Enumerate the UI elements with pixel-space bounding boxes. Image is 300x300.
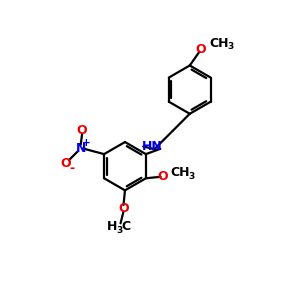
Text: C: C (121, 220, 130, 233)
Text: O: O (61, 157, 71, 169)
Text: 3: 3 (188, 172, 195, 181)
Text: +: + (82, 138, 91, 148)
Text: 3: 3 (228, 42, 234, 51)
Text: O: O (196, 43, 206, 56)
Text: HN: HN (142, 140, 162, 153)
Text: O: O (77, 124, 88, 137)
Text: -: - (69, 162, 74, 175)
Text: H: H (107, 220, 118, 233)
Text: 3: 3 (117, 226, 123, 235)
Text: O: O (118, 202, 129, 214)
Text: CH: CH (209, 37, 229, 50)
Text: O: O (158, 170, 168, 183)
Text: N: N (76, 142, 86, 155)
Text: CH: CH (170, 166, 190, 179)
